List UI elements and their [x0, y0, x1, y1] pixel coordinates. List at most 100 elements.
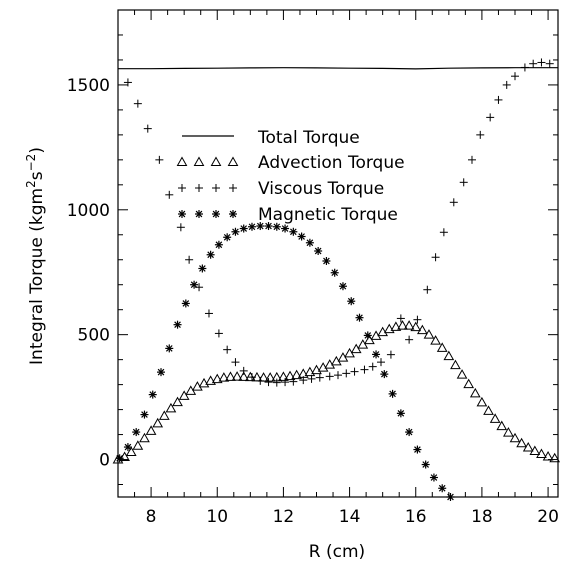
- point-plus-30: [386, 350, 395, 359]
- point-triangle-9: [172, 396, 183, 407]
- point-asterisk-39: [438, 484, 447, 493]
- point-triangle-57: [489, 413, 501, 423]
- point-asterisk-14: [231, 227, 240, 236]
- legend-triangle-0: [176, 156, 188, 166]
- point-triangle-1: [119, 451, 130, 462]
- point-triangle-8: [165, 402, 177, 413]
- point-triangle-58: [496, 420, 508, 431]
- point-triangle-16: [218, 372, 230, 382]
- point-triangle-12: [192, 381, 203, 391]
- y-tick-label: 1000: [67, 201, 110, 221]
- point-asterisk-16: [247, 222, 256, 231]
- legend-label-viscous: Viscous Torque: [258, 179, 384, 199]
- point-triangle-6: [152, 417, 164, 428]
- point-asterisk-22: [297, 232, 306, 241]
- point-plus-33: [413, 315, 422, 324]
- x-tick-label: 18: [471, 507, 493, 527]
- point-triangle-42: [390, 321, 402, 331]
- point-plus-42: [494, 95, 503, 104]
- point-plus-10: [214, 329, 223, 338]
- point-triangle-61: [516, 437, 527, 448]
- legend-asterisk-1: [195, 210, 203, 218]
- point-triangle-10: [178, 390, 190, 400]
- point-plus-18: [281, 378, 290, 387]
- point-plus-6: [176, 223, 185, 232]
- legend-plus-0: [178, 184, 186, 192]
- point-triangle-18: [231, 371, 243, 381]
- point-plus-27: [360, 365, 369, 374]
- point-asterisk-35: [405, 428, 414, 437]
- x-tick-label: 10: [206, 507, 228, 527]
- point-triangle-2: [125, 446, 137, 457]
- point-triangle-7: [158, 410, 170, 420]
- point-asterisk-31: [372, 350, 381, 359]
- point-triangle-64: [536, 448, 547, 459]
- y-tick-label: 500: [78, 326, 110, 346]
- plot-frame: [117, 9, 559, 498]
- point-plus-44: [510, 72, 519, 81]
- point-asterisk-15: [239, 224, 248, 233]
- legend-asterisk-2: [212, 210, 220, 218]
- x-tick-label: 16: [405, 507, 427, 527]
- point-asterisk-37: [421, 460, 430, 469]
- point-asterisk-12: [214, 240, 223, 249]
- point-triangle-62: [522, 442, 534, 452]
- x-tick-label: 8: [146, 507, 157, 527]
- chart-marks: [112, 58, 561, 501]
- legend-label-total: Total Torque: [257, 128, 360, 148]
- point-plus-3: [143, 124, 152, 133]
- point-plus-39: [467, 155, 476, 164]
- point-asterisk-11: [206, 250, 215, 259]
- point-asterisk-18: [264, 222, 273, 231]
- x-tick-label: 14: [339, 507, 361, 527]
- point-triangle-49: [436, 342, 448, 352]
- point-asterisk-24: [314, 247, 323, 256]
- point-asterisk-28: [347, 297, 356, 306]
- legend-triangle-2: [210, 156, 222, 166]
- point-plus-37: [449, 198, 458, 207]
- point-asterisk-19: [272, 222, 281, 231]
- point-asterisk-3: [140, 410, 149, 419]
- legend-asterisk-0: [178, 210, 186, 218]
- point-asterisk-10: [198, 264, 207, 273]
- point-triangle-27: [291, 369, 303, 380]
- point-plus-14: [247, 373, 256, 382]
- point-triangle-44: [403, 320, 415, 330]
- point-plus-25: [342, 369, 351, 378]
- point-plus-4: [155, 155, 164, 164]
- legend-advection-triangle-icon: [176, 156, 239, 166]
- point-triangle-41: [383, 323, 395, 334]
- point-triangle-15: [211, 373, 223, 384]
- point-asterisk-25: [322, 256, 331, 265]
- point-asterisk-21: [289, 227, 298, 236]
- point-asterisk-7: [173, 320, 182, 329]
- point-triangle-52: [456, 369, 468, 379]
- legend-plus-1: [195, 184, 203, 192]
- point-triangle-50: [443, 350, 455, 361]
- series-line-total-torque: [118, 67, 558, 70]
- point-triangle-55: [476, 396, 488, 407]
- point-plus-32: [405, 335, 414, 344]
- point-plus-19: [289, 377, 298, 386]
- legend-label-magnetic: Magnetic Torque: [258, 205, 398, 225]
- point-triangle-59: [503, 427, 514, 437]
- point-plus-11: [223, 345, 232, 354]
- point-asterisk-20: [281, 224, 290, 233]
- legend-plus-2: [212, 184, 220, 192]
- y-axis-title: Integral Torque (kgm2s−2): [24, 147, 47, 365]
- point-asterisk-4: [148, 390, 157, 399]
- point-plus-5: [165, 190, 174, 199]
- point-plus-16: [264, 378, 273, 387]
- point-plus-24: [334, 371, 342, 380]
- point-asterisk-6: [165, 344, 174, 353]
- point-triangle-45: [410, 321, 422, 332]
- point-triangle-63: [529, 445, 541, 456]
- point-triangle-65: [542, 451, 554, 461]
- point-triangle-25: [278, 371, 289, 381]
- point-triangle-47: [423, 329, 435, 339]
- point-asterisk-33: [388, 389, 397, 398]
- point-plus-22: [315, 373, 324, 382]
- point-triangle-30: [311, 364, 322, 375]
- legend: Total Torque Advection Torque Viscous To…: [176, 128, 405, 225]
